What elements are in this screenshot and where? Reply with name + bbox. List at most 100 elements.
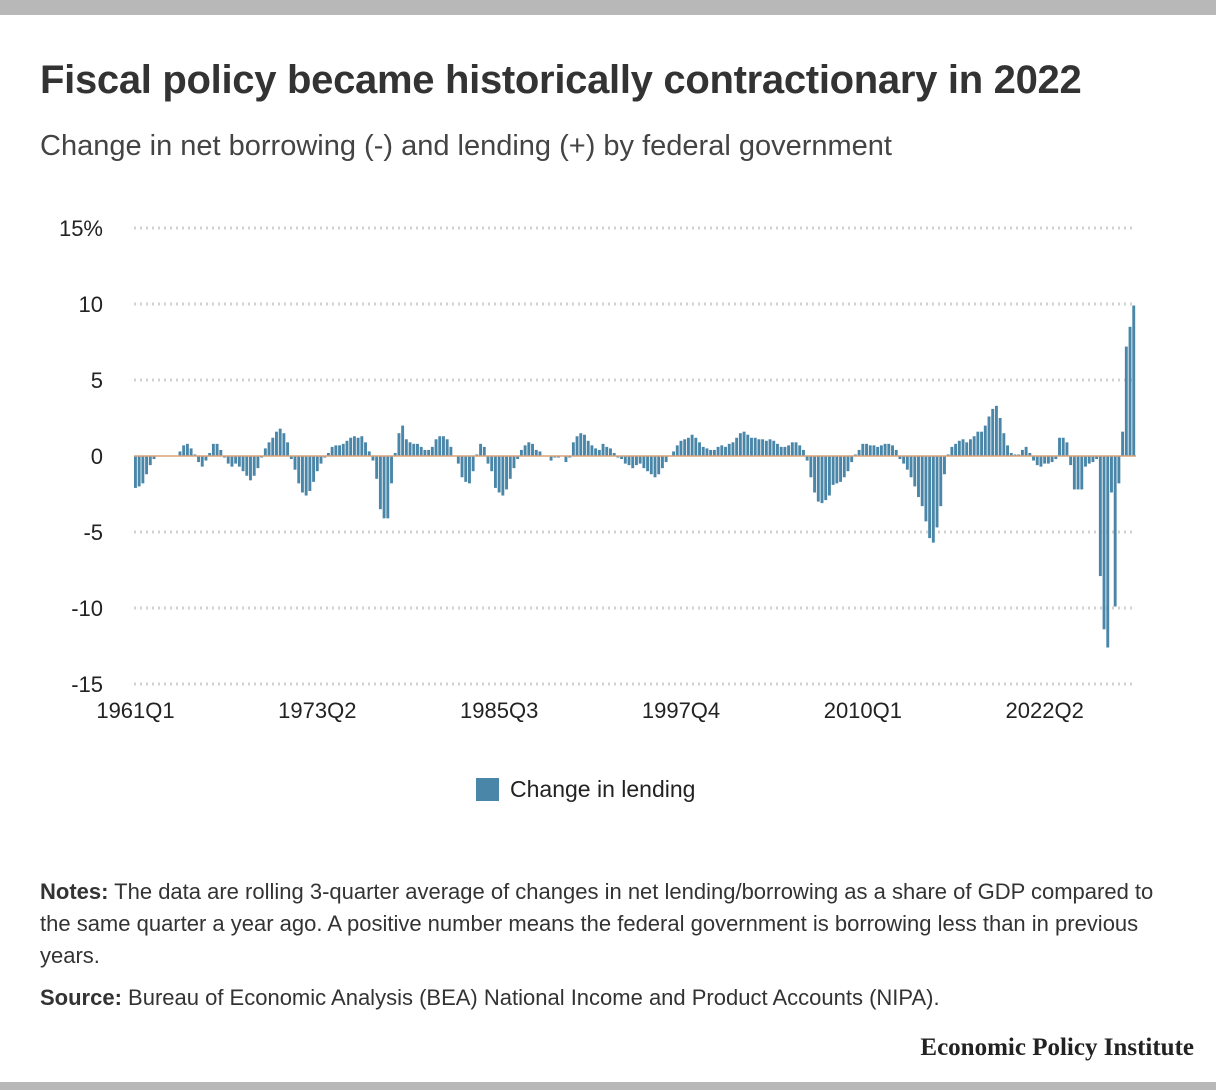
bar — [1110, 456, 1113, 493]
bar — [482, 446, 486, 456]
bar — [898, 456, 902, 460]
bar — [278, 428, 282, 456]
x-tick-label: 1985Q3 — [460, 698, 538, 723]
bar — [256, 456, 260, 469]
bar — [701, 446, 705, 456]
bar — [724, 446, 727, 456]
bar — [519, 449, 523, 456]
bar — [189, 448, 193, 456]
bar-chart: 15% 10 5 0 -5 -10 -15 1961Q1 1973Q2 1985Q3 1997Q4… — [59, 216, 1136, 723]
bar — [1050, 456, 1054, 463]
bar — [356, 437, 360, 456]
bar — [987, 416, 991, 456]
bar — [994, 405, 998, 456]
bar — [824, 456, 828, 501]
bar — [891, 445, 894, 456]
bar — [750, 437, 753, 456]
bar — [753, 437, 757, 456]
bar — [902, 456, 906, 464]
bar — [208, 452, 212, 456]
bar — [456, 456, 460, 464]
bar — [597, 449, 601, 456]
bar — [1087, 456, 1091, 464]
bar — [623, 456, 627, 464]
bar — [835, 456, 839, 484]
bar — [486, 456, 490, 464]
bar — [683, 439, 687, 456]
x-tick-label: 1961Q1 — [96, 698, 174, 723]
bar — [445, 439, 449, 456]
legend-label: Change in lending — [510, 776, 696, 802]
bar — [204, 456, 208, 461]
bar — [289, 456, 293, 460]
bar — [267, 442, 271, 456]
bar — [364, 442, 367, 456]
bar — [493, 456, 497, 488]
bar — [776, 443, 779, 456]
bar — [772, 440, 776, 456]
top-border — [0, 0, 1216, 15]
bar — [505, 456, 508, 490]
bar — [831, 456, 835, 485]
gridlines — [134, 226, 1136, 686]
bar — [367, 451, 371, 456]
bar — [757, 439, 761, 456]
bar — [349, 437, 353, 456]
bar — [219, 449, 223, 456]
x-tick-label: 1973Q2 — [278, 698, 356, 723]
bar — [315, 456, 319, 472]
y-axis-labels: 15% 10 5 0 -5 -10 -15 — [59, 216, 103, 697]
bar — [1113, 456, 1117, 607]
bar — [686, 437, 690, 456]
bar — [468, 456, 471, 484]
bar — [805, 456, 809, 461]
bar — [308, 456, 312, 491]
bar — [1098, 456, 1102, 577]
bar — [531, 443, 534, 456]
legend-swatch — [476, 778, 499, 801]
bar — [1058, 437, 1061, 456]
bar — [375, 456, 379, 479]
bar — [386, 456, 390, 519]
bar — [538, 451, 542, 456]
y-tick-label: -5 — [83, 520, 103, 545]
bar — [319, 456, 323, 464]
bar — [586, 440, 590, 456]
bar — [594, 448, 598, 456]
bar — [969, 439, 972, 456]
bar — [857, 449, 861, 456]
bar — [200, 456, 204, 467]
bar — [1084, 456, 1087, 467]
bar — [382, 456, 386, 519]
bar — [879, 445, 883, 456]
bar — [842, 456, 846, 478]
bar — [401, 425, 405, 456]
bar — [1054, 456, 1058, 460]
bar — [731, 442, 735, 456]
bar — [738, 433, 742, 456]
bar — [887, 443, 891, 456]
bar — [334, 445, 338, 456]
bar — [286, 442, 290, 456]
bar — [508, 456, 512, 479]
bar — [1039, 456, 1043, 467]
bar — [182, 445, 186, 456]
bar — [827, 456, 831, 496]
bar — [768, 439, 772, 456]
bar — [816, 456, 820, 502]
bar — [660, 456, 664, 469]
bar — [427, 449, 431, 456]
bar — [390, 456, 393, 484]
bar — [1124, 346, 1128, 456]
bar — [1132, 305, 1136, 456]
bar — [464, 456, 468, 482]
bar — [931, 456, 935, 543]
bar — [672, 451, 675, 456]
bar — [438, 436, 442, 456]
bar — [612, 452, 616, 456]
bar — [230, 456, 234, 467]
bar — [779, 446, 783, 456]
bar — [635, 456, 638, 466]
bar — [709, 449, 713, 456]
bar — [939, 456, 943, 507]
